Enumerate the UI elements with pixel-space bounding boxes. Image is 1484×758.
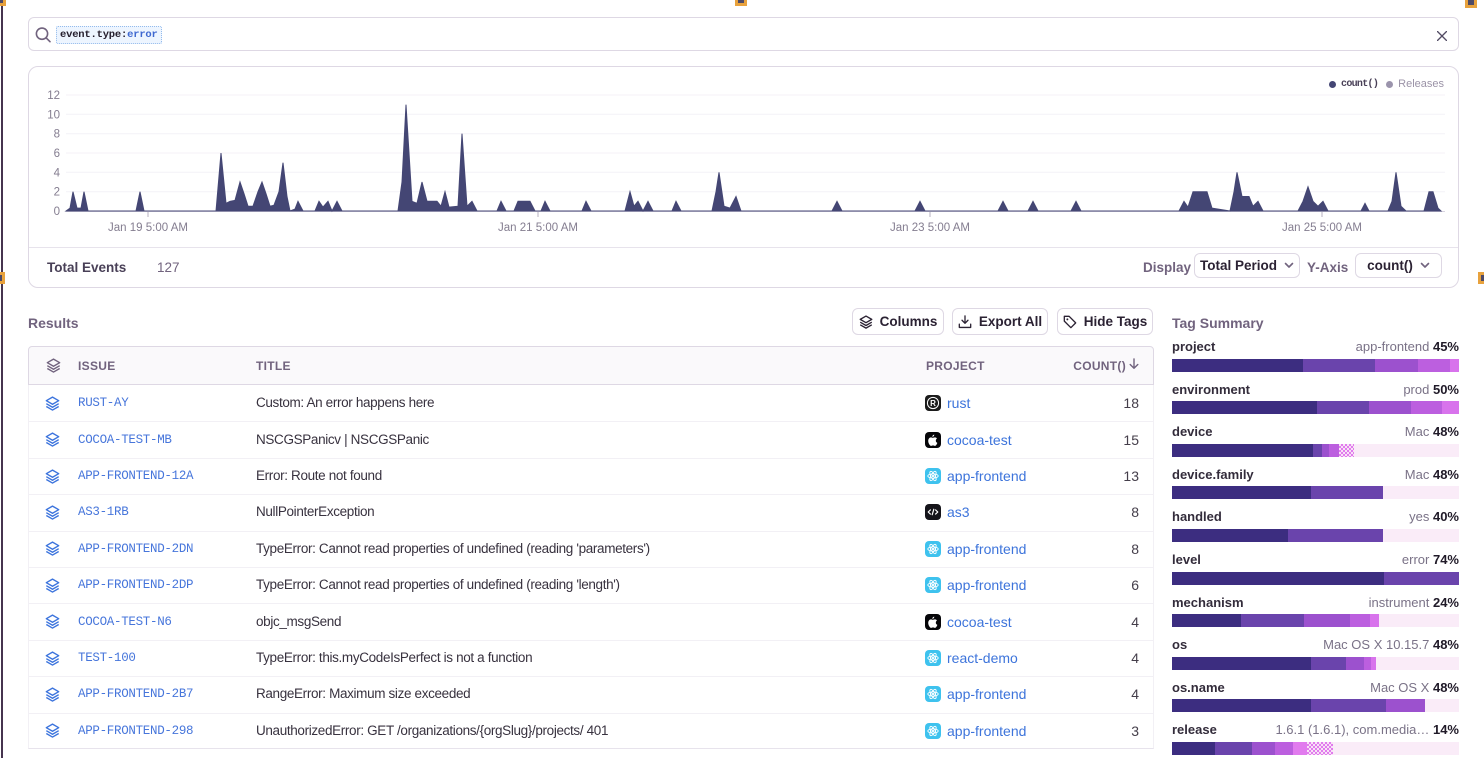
svg-text:R: R [930,399,936,408]
svg-text:4: 4 [54,167,61,179]
svg-text:12: 12 [47,90,60,102]
svg-text:2: 2 [54,187,60,199]
svg-text:Jan 25 5:00 AM: Jan 25 5:00 AM [1282,222,1362,234]
svg-text:Jan 21 5:00 AM: Jan 21 5:00 AM [498,222,578,234]
svg-text:8: 8 [54,129,60,141]
svg-text:6: 6 [54,148,60,160]
svg-text:10: 10 [47,109,60,121]
svg-text:Jan 19 5:00 AM: Jan 19 5:00 AM [108,222,188,234]
svg-text:Jan 23 5:00 AM: Jan 23 5:00 AM [890,222,970,234]
svg-text:0: 0 [54,206,60,218]
